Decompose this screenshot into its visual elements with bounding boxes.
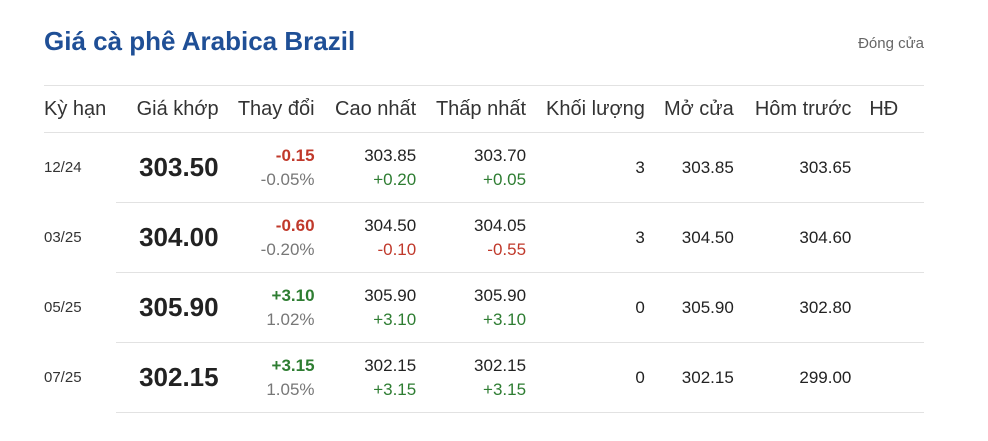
change-cell: -0.15 -0.05% xyxy=(218,132,315,203)
high-change: +3.10 xyxy=(373,309,417,329)
volume-cell: 3 xyxy=(526,132,645,203)
low-value: 302.15 xyxy=(474,355,527,375)
change-value: +3.10 xyxy=(271,285,315,305)
table-row[interactable]: 03/25 304.00 -0.60 -0.20% 304.50 -0.10 304… xyxy=(44,202,924,273)
high-change: +0.20 xyxy=(373,169,417,189)
contract-cell xyxy=(851,132,924,203)
low-change: -0.55 xyxy=(487,239,527,259)
change-percent: -0.20% xyxy=(260,239,315,259)
price-table-container[interactable]: Kỳ hạn Giá khớp Thay đổi Cao nhất Thấp n… xyxy=(44,85,924,413)
low-cell: 303.70 +0.05 xyxy=(416,132,527,203)
open-cell: 302.15 xyxy=(644,342,734,413)
header-price[interactable]: Giá khớp xyxy=(136,97,219,120)
volume-cell: 3 xyxy=(526,202,645,273)
change-value: +3.15 xyxy=(271,355,315,375)
change-value: -0.15 xyxy=(275,145,315,165)
market-status: Đóng cửa xyxy=(858,35,924,52)
prev-cell: 302.80 xyxy=(733,272,852,343)
low-change: +3.15 xyxy=(483,379,527,399)
prev-cell: 304.60 xyxy=(733,202,852,273)
prev-cell: 303.65 xyxy=(733,132,852,203)
open-cell: 303.85 xyxy=(644,132,734,203)
term-cell: 05/25 xyxy=(44,299,82,316)
high-cell: 303.85 +0.20 xyxy=(314,132,417,203)
table-row[interactable]: 05/25 305.90 +3.10 1.02% 305.90 +3.10 305.… xyxy=(44,272,924,343)
open-cell: 304.50 xyxy=(644,202,734,273)
price-cell: 304.00 xyxy=(115,202,219,273)
contract-cell xyxy=(851,342,924,413)
price-cell: 303.50 xyxy=(115,132,219,203)
low-change: +0.05 xyxy=(483,169,527,189)
open-cell: 305.90 xyxy=(644,272,734,343)
header-volume[interactable]: Khối lượng xyxy=(546,97,645,120)
term-cell: 03/25 xyxy=(44,229,82,246)
high-cell: 305.90 +3.10 xyxy=(314,272,417,343)
volume-cell: 0 xyxy=(526,342,645,413)
price-table: Kỳ hạn Giá khớp Thay đổi Cao nhất Thấp n… xyxy=(44,86,924,413)
change-cell: +3.15 1.05% xyxy=(218,342,315,413)
header-open[interactable]: Mở cửa xyxy=(663,97,734,120)
table-header: Kỳ hạn Giá khớp Thay đổi Cao nhất Thấp n… xyxy=(44,86,924,133)
contract-cell xyxy=(851,272,924,343)
price-cell: 302.15 xyxy=(115,342,219,413)
table-row[interactable]: 07/25 302.15 +3.15 1.05% 302.15 +3.15 302.… xyxy=(44,342,924,413)
page-title: Giá cà phê Arabica Brazil xyxy=(44,26,356,56)
header-contract[interactable]: HĐ xyxy=(869,97,899,120)
header-term[interactable]: Kỳ hạn xyxy=(44,97,107,120)
high-cell: 302.15 +3.15 xyxy=(314,342,417,413)
low-value: 305.90 xyxy=(474,285,527,305)
change-percent: 1.02% xyxy=(266,309,315,329)
volume-cell: 0 xyxy=(526,272,645,343)
prev-cell: 299.00 xyxy=(733,342,852,413)
high-cell: 304.50 -0.10 xyxy=(314,202,417,273)
header-prev[interactable]: Hôm trước xyxy=(754,97,852,120)
low-cell: 304.05 -0.55 xyxy=(416,202,527,273)
change-cell: +3.10 1.02% xyxy=(218,272,315,343)
change-cell: -0.60 -0.20% xyxy=(218,202,315,273)
low-cell: 302.15 +3.15 xyxy=(416,342,527,413)
contract-cell xyxy=(851,202,924,273)
header-low[interactable]: Thấp nhất xyxy=(435,97,527,120)
change-value: -0.60 xyxy=(275,215,315,235)
header-high[interactable]: Cao nhất xyxy=(335,97,417,120)
header-change[interactable]: Thay đổi xyxy=(237,97,315,120)
high-value: 302.15 xyxy=(364,355,417,375)
high-change: +3.15 xyxy=(373,379,417,399)
term-cell: 07/25 xyxy=(44,369,82,386)
high-value: 304.50 xyxy=(364,215,417,235)
price-cell: 305.90 xyxy=(115,272,219,343)
high-value: 303.85 xyxy=(364,145,417,165)
high-change: -0.10 xyxy=(377,239,417,259)
table-row[interactable]: 12/24 303.50 -0.15 -0.05% 303.85 +0.20 303… xyxy=(44,132,924,203)
low-cell: 305.90 +3.10 xyxy=(416,272,527,343)
term-cell: 12/24 xyxy=(44,132,116,203)
change-percent: -0.05% xyxy=(260,169,315,189)
high-value: 305.90 xyxy=(364,285,417,305)
low-value: 304.05 xyxy=(474,215,527,235)
change-percent: 1.05% xyxy=(266,379,315,399)
low-change: +3.10 xyxy=(483,309,527,329)
low-value: 303.70 xyxy=(474,145,527,165)
